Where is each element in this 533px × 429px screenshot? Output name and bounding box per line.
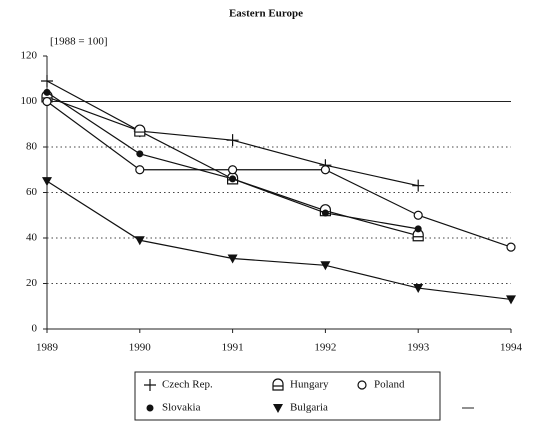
x-tick-label: 1989 [36,342,59,354]
x-tick-label: 1994 [500,342,523,354]
data-point [136,150,144,158]
legend-label: Czech Rep. [162,379,213,391]
data-point [321,209,329,217]
series-line [46,101,512,248]
data-point [413,210,423,220]
y-tick-label: 40 [26,232,38,244]
series-line [46,91,419,230]
y-tick-label: 60 [26,186,38,198]
data-point [228,165,238,175]
chart-subtitle: [1988 = 100] [50,36,108,48]
x-tick-label: 1990 [129,342,152,354]
data-point [42,177,52,187]
data-point [41,75,53,88]
data-point [414,225,422,233]
data-point [320,261,331,271]
data-point [506,242,516,252]
legend-box [134,371,441,421]
legend-symbol [146,404,154,412]
data-point [134,124,146,137]
y-tick-label: 100 [21,95,38,107]
x-tick-label: 1992 [314,342,336,354]
legend-label: Hungary [290,379,329,391]
legend-label: Bulgaria [290,402,328,414]
y-tick-label: 20 [26,277,38,289]
data-point [42,96,52,107]
legend-label: Poland [374,379,405,391]
data-point [135,165,145,175]
data-point [413,284,424,294]
legend-symbol [273,404,283,413]
legend-label: Slovakia [162,402,201,414]
legend-symbol [357,380,367,390]
data-point [134,236,145,246]
data-point [227,254,238,264]
data-point [412,179,425,192]
data-point [43,88,51,96]
y-tick-label: 120 [21,50,38,62]
series-line [46,180,512,301]
data-point [506,295,516,305]
y-tick-label: 0 [32,323,38,335]
legend-symbol [272,378,284,391]
y-tick-label: 80 [26,141,38,153]
legend-symbol [144,379,156,391]
x-tick-label: 1993 [407,342,430,354]
data-point [226,134,239,147]
x-tick-label: 1991 [222,342,244,354]
data-point [229,175,237,183]
data-point [320,165,330,175]
chart-title: Eastern Europe [229,8,303,20]
